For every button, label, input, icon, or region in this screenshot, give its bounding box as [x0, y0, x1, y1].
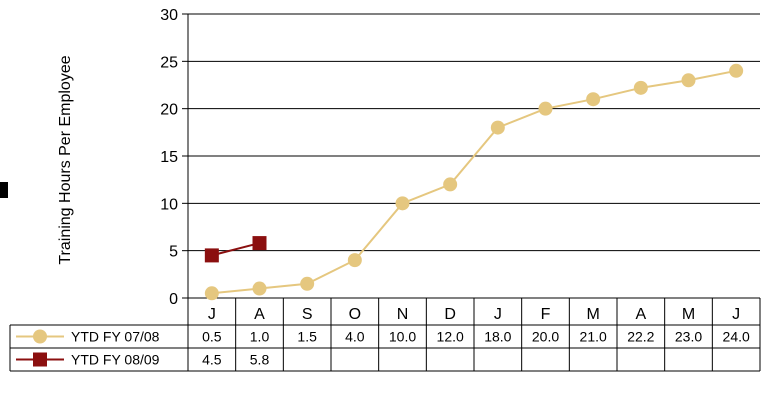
- legend-series-name: YTD FY 08/09: [71, 352, 160, 368]
- data-point-circle: [300, 276, 315, 291]
- x-category-label: M: [587, 306, 600, 323]
- data-point-circle: [681, 73, 696, 88]
- x-category-label: J: [494, 306, 502, 323]
- x-category-label: J: [208, 306, 216, 323]
- y-axis-title: Training Hours Per Employee: [57, 55, 74, 264]
- table-cell-value: 24.0: [723, 329, 750, 345]
- data-point-circle: [347, 253, 362, 268]
- table-cell-value: 1.5: [297, 329, 317, 345]
- x-category-label: O: [349, 306, 361, 323]
- y-tick-label: 30: [160, 7, 178, 24]
- x-category-label: N: [397, 306, 409, 323]
- legend-series-name: YTD FY 07/08: [71, 329, 160, 345]
- data-point-circle: [395, 196, 410, 211]
- data-point-circle: [633, 80, 648, 95]
- gridlines: [188, 13, 760, 299]
- table-cell-value: 18.0: [484, 329, 511, 345]
- table-cell-value: 22.2: [627, 329, 654, 345]
- series-line: [211, 242, 260, 257]
- table-cell-value: 4.5: [202, 352, 222, 368]
- x-category-label: F: [541, 306, 551, 323]
- x-category-label: M: [682, 306, 695, 323]
- table-cell-value: 20.0: [532, 329, 559, 345]
- data-table: J A S O N D J F M A M J YTD FY 07/08 0.5 1.0 1.5 4.0 10.0…: [9, 298, 761, 372]
- series-lines: [204, 63, 744, 301]
- table-cell-value: 10.0: [389, 329, 416, 345]
- data-point-circle: [252, 281, 267, 296]
- left-edge-block: [0, 182, 8, 198]
- x-category-label: S: [302, 306, 313, 323]
- x-category-label: A: [635, 306, 646, 323]
- y-tick-label: 15: [160, 149, 178, 166]
- x-category-label: J: [732, 306, 740, 323]
- data-point-square: [252, 236, 267, 251]
- x-category-label: A: [254, 306, 265, 323]
- table-cell-value: 23.0: [675, 329, 702, 345]
- data-point-circle: [729, 63, 744, 78]
- x-category-label: D: [444, 306, 456, 323]
- y-tick-label: 5: [169, 244, 178, 261]
- table-cell-value: 12.0: [437, 329, 464, 345]
- table-cell-value: 1.0: [250, 329, 270, 345]
- y-axis: 0 5 10 15 20 25 30: [160, 7, 189, 308]
- data-point-circle: [204, 286, 219, 301]
- table-cell-value: 21.0: [580, 329, 607, 345]
- table-cell-value: 4.0: [345, 329, 365, 345]
- table-cell-value: 0.5: [202, 329, 222, 345]
- table-cell-value: 5.8: [250, 352, 270, 368]
- y-tick-label: 10: [160, 196, 178, 213]
- y-tick-label: 25: [160, 54, 178, 71]
- data-point-circle: [443, 177, 458, 192]
- y-tick-label: 0: [169, 291, 178, 308]
- data-point-circle: [490, 120, 505, 135]
- data-point-circle: [538, 101, 553, 116]
- legend-marker-circle: [33, 329, 47, 344]
- y-tick-label: 20: [160, 102, 178, 119]
- series-line: [211, 69, 737, 295]
- legend-marker-square: [33, 352, 47, 367]
- data-point-circle: [586, 92, 601, 107]
- data-point-square: [204, 248, 219, 263]
